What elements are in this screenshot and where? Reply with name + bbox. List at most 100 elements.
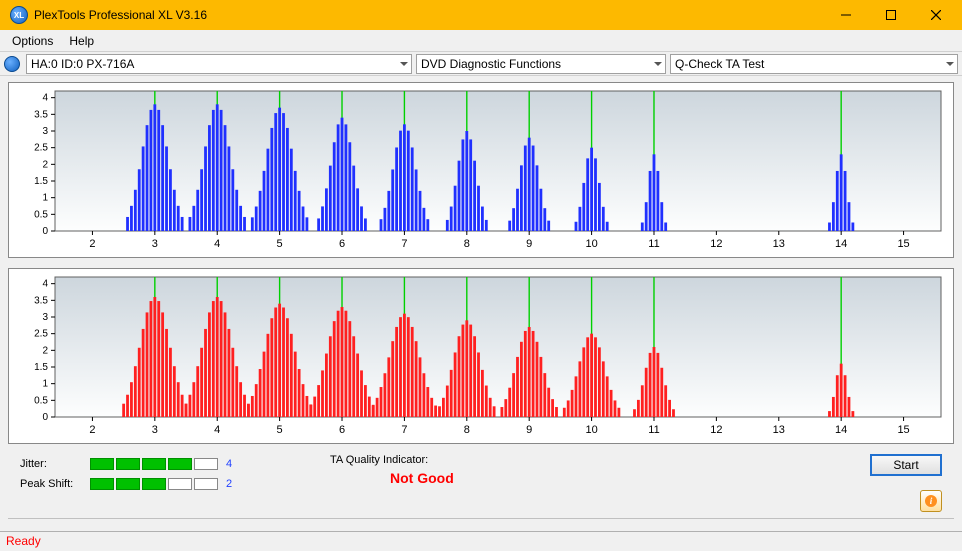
- svg-text:2.5: 2.5: [34, 329, 48, 340]
- svg-text:4: 4: [214, 238, 220, 250]
- category-dropdown[interactable]: DVD Diagnostic Functions: [416, 54, 666, 74]
- ta-indicator-value: Not Good: [390, 470, 870, 486]
- status-text: Ready: [6, 534, 41, 548]
- menu-options[interactable]: Options: [4, 32, 61, 50]
- ta-indicator: TA Quality Indicator: Not Good: [290, 454, 870, 486]
- meter-segment: [168, 458, 192, 470]
- svg-text:6: 6: [339, 238, 345, 250]
- svg-text:0.5: 0.5: [34, 209, 48, 220]
- svg-text:4: 4: [42, 93, 48, 104]
- meter-segment: [116, 478, 140, 490]
- meters: Jitter: 4 Peak Shift: 2: [20, 454, 290, 494]
- right-actions: Start i: [870, 454, 942, 512]
- device-icon: [4, 56, 20, 72]
- top-chart-panel: 00.511.522.533.5423456789101112131415: [8, 82, 954, 258]
- svg-text:0: 0: [42, 226, 48, 237]
- svg-text:15: 15: [897, 424, 909, 436]
- svg-text:1.5: 1.5: [34, 176, 48, 187]
- svg-text:9: 9: [526, 238, 532, 250]
- svg-text:3: 3: [152, 424, 158, 436]
- svg-text:8: 8: [464, 238, 470, 250]
- meter-segment: [116, 458, 140, 470]
- svg-text:14: 14: [835, 238, 847, 250]
- svg-text:1.5: 1.5: [34, 362, 48, 373]
- toolbar: HA:0 ID:0 PX-716A DVD Diagnostic Functio…: [0, 52, 962, 76]
- titlebar: XL PlexTools Professional XL V3.16: [0, 0, 962, 30]
- peakshift-row: Peak Shift: 2: [20, 474, 290, 494]
- svg-text:8: 8: [464, 424, 470, 436]
- svg-text:5: 5: [277, 238, 283, 250]
- peakshift-value: 2: [226, 478, 232, 490]
- top-chart: 00.511.522.533.5423456789101112131415: [9, 83, 953, 257]
- svg-text:9: 9: [526, 424, 532, 436]
- svg-text:13: 13: [773, 424, 785, 436]
- device-value: HA:0 ID:0 PX-716A: [31, 57, 134, 71]
- svg-text:10: 10: [585, 424, 597, 436]
- svg-text:0.5: 0.5: [34, 395, 48, 406]
- svg-text:14: 14: [835, 424, 847, 436]
- svg-text:11: 11: [648, 238, 659, 250]
- svg-text:2: 2: [89, 424, 95, 436]
- device-dropdown[interactable]: HA:0 ID:0 PX-716A: [26, 54, 412, 74]
- chevron-down-icon: [946, 62, 954, 66]
- svg-text:7: 7: [401, 238, 407, 250]
- bottom-chart: 0 0.5 1 1.5 2 2.5 3 3.5 4 2 3 4 5 6 7 8 9 10 11 12 13 14 15: [9, 269, 953, 443]
- svg-text:0: 0: [42, 412, 48, 423]
- window-title: PlexTools Professional XL V3.16: [34, 8, 823, 22]
- svg-text:7: 7: [401, 424, 407, 436]
- menu-help[interactable]: Help: [61, 32, 102, 50]
- jitter-label: Jitter:: [20, 458, 82, 470]
- meter-segment: [142, 458, 166, 470]
- meter-segment: [168, 478, 192, 490]
- svg-text:6: 6: [339, 424, 345, 436]
- svg-text:4: 4: [214, 424, 220, 436]
- jitter-value: 4: [226, 458, 232, 470]
- svg-text:3.5: 3.5: [34, 295, 48, 306]
- bottom-panel: Jitter: 4 Peak Shift: 2 TA Quality Indic…: [8, 454, 954, 512]
- close-button[interactable]: [913, 0, 958, 30]
- chevron-down-icon: [400, 62, 408, 66]
- meter-segment: [194, 478, 218, 490]
- info-button[interactable]: i: [920, 490, 942, 512]
- svg-text:1: 1: [42, 379, 48, 390]
- jitter-row: Jitter: 4: [20, 454, 290, 474]
- svg-text:10: 10: [585, 238, 597, 250]
- svg-text:12: 12: [710, 424, 722, 436]
- meter-segment: [90, 458, 114, 470]
- svg-text:2: 2: [42, 345, 48, 356]
- chevron-down-icon: [654, 62, 662, 66]
- bottom-chart-panel: 0 0.5 1 1.5 2 2.5 3 3.5 4 2 3 4 5 6 7 8 9 10 11 12 13 14 15: [8, 268, 954, 444]
- svg-text:13: 13: [773, 238, 785, 250]
- peakshift-bars: [90, 478, 218, 490]
- app-icon: XL: [10, 6, 28, 24]
- ta-indicator-label: TA Quality Indicator:: [330, 454, 870, 466]
- main-content: 00.511.522.533.5423456789101112131415 00…: [0, 76, 962, 519]
- peakshift-label: Peak Shift:: [20, 478, 82, 490]
- meter-segment: [194, 458, 218, 470]
- svg-text:3: 3: [152, 238, 158, 250]
- info-icon: i: [925, 495, 937, 507]
- separator: [8, 518, 954, 519]
- svg-text:3: 3: [42, 312, 48, 323]
- svg-text:11: 11: [648, 424, 659, 436]
- svg-text:15: 15: [897, 238, 909, 250]
- menubar: Options Help: [0, 30, 962, 52]
- svg-text:5: 5: [277, 424, 283, 436]
- test-dropdown[interactable]: Q-Check TA Test: [670, 54, 958, 74]
- start-button[interactable]: Start: [870, 454, 942, 476]
- statusbar: Ready: [0, 531, 962, 551]
- meter-segment: [90, 478, 114, 490]
- svg-text:12: 12: [710, 238, 722, 250]
- svg-text:2.5: 2.5: [34, 143, 48, 154]
- svg-text:1: 1: [42, 193, 48, 204]
- category-value: DVD Diagnostic Functions: [421, 57, 561, 71]
- minimize-button[interactable]: [823, 0, 868, 30]
- svg-text:2: 2: [89, 238, 95, 250]
- test-value: Q-Check TA Test: [675, 57, 764, 71]
- jitter-bars: [90, 458, 218, 470]
- meter-segment: [142, 478, 166, 490]
- svg-text:4: 4: [42, 279, 48, 290]
- svg-text:2: 2: [42, 159, 48, 170]
- svg-text:3: 3: [42, 126, 48, 137]
- maximize-button[interactable]: [868, 0, 913, 30]
